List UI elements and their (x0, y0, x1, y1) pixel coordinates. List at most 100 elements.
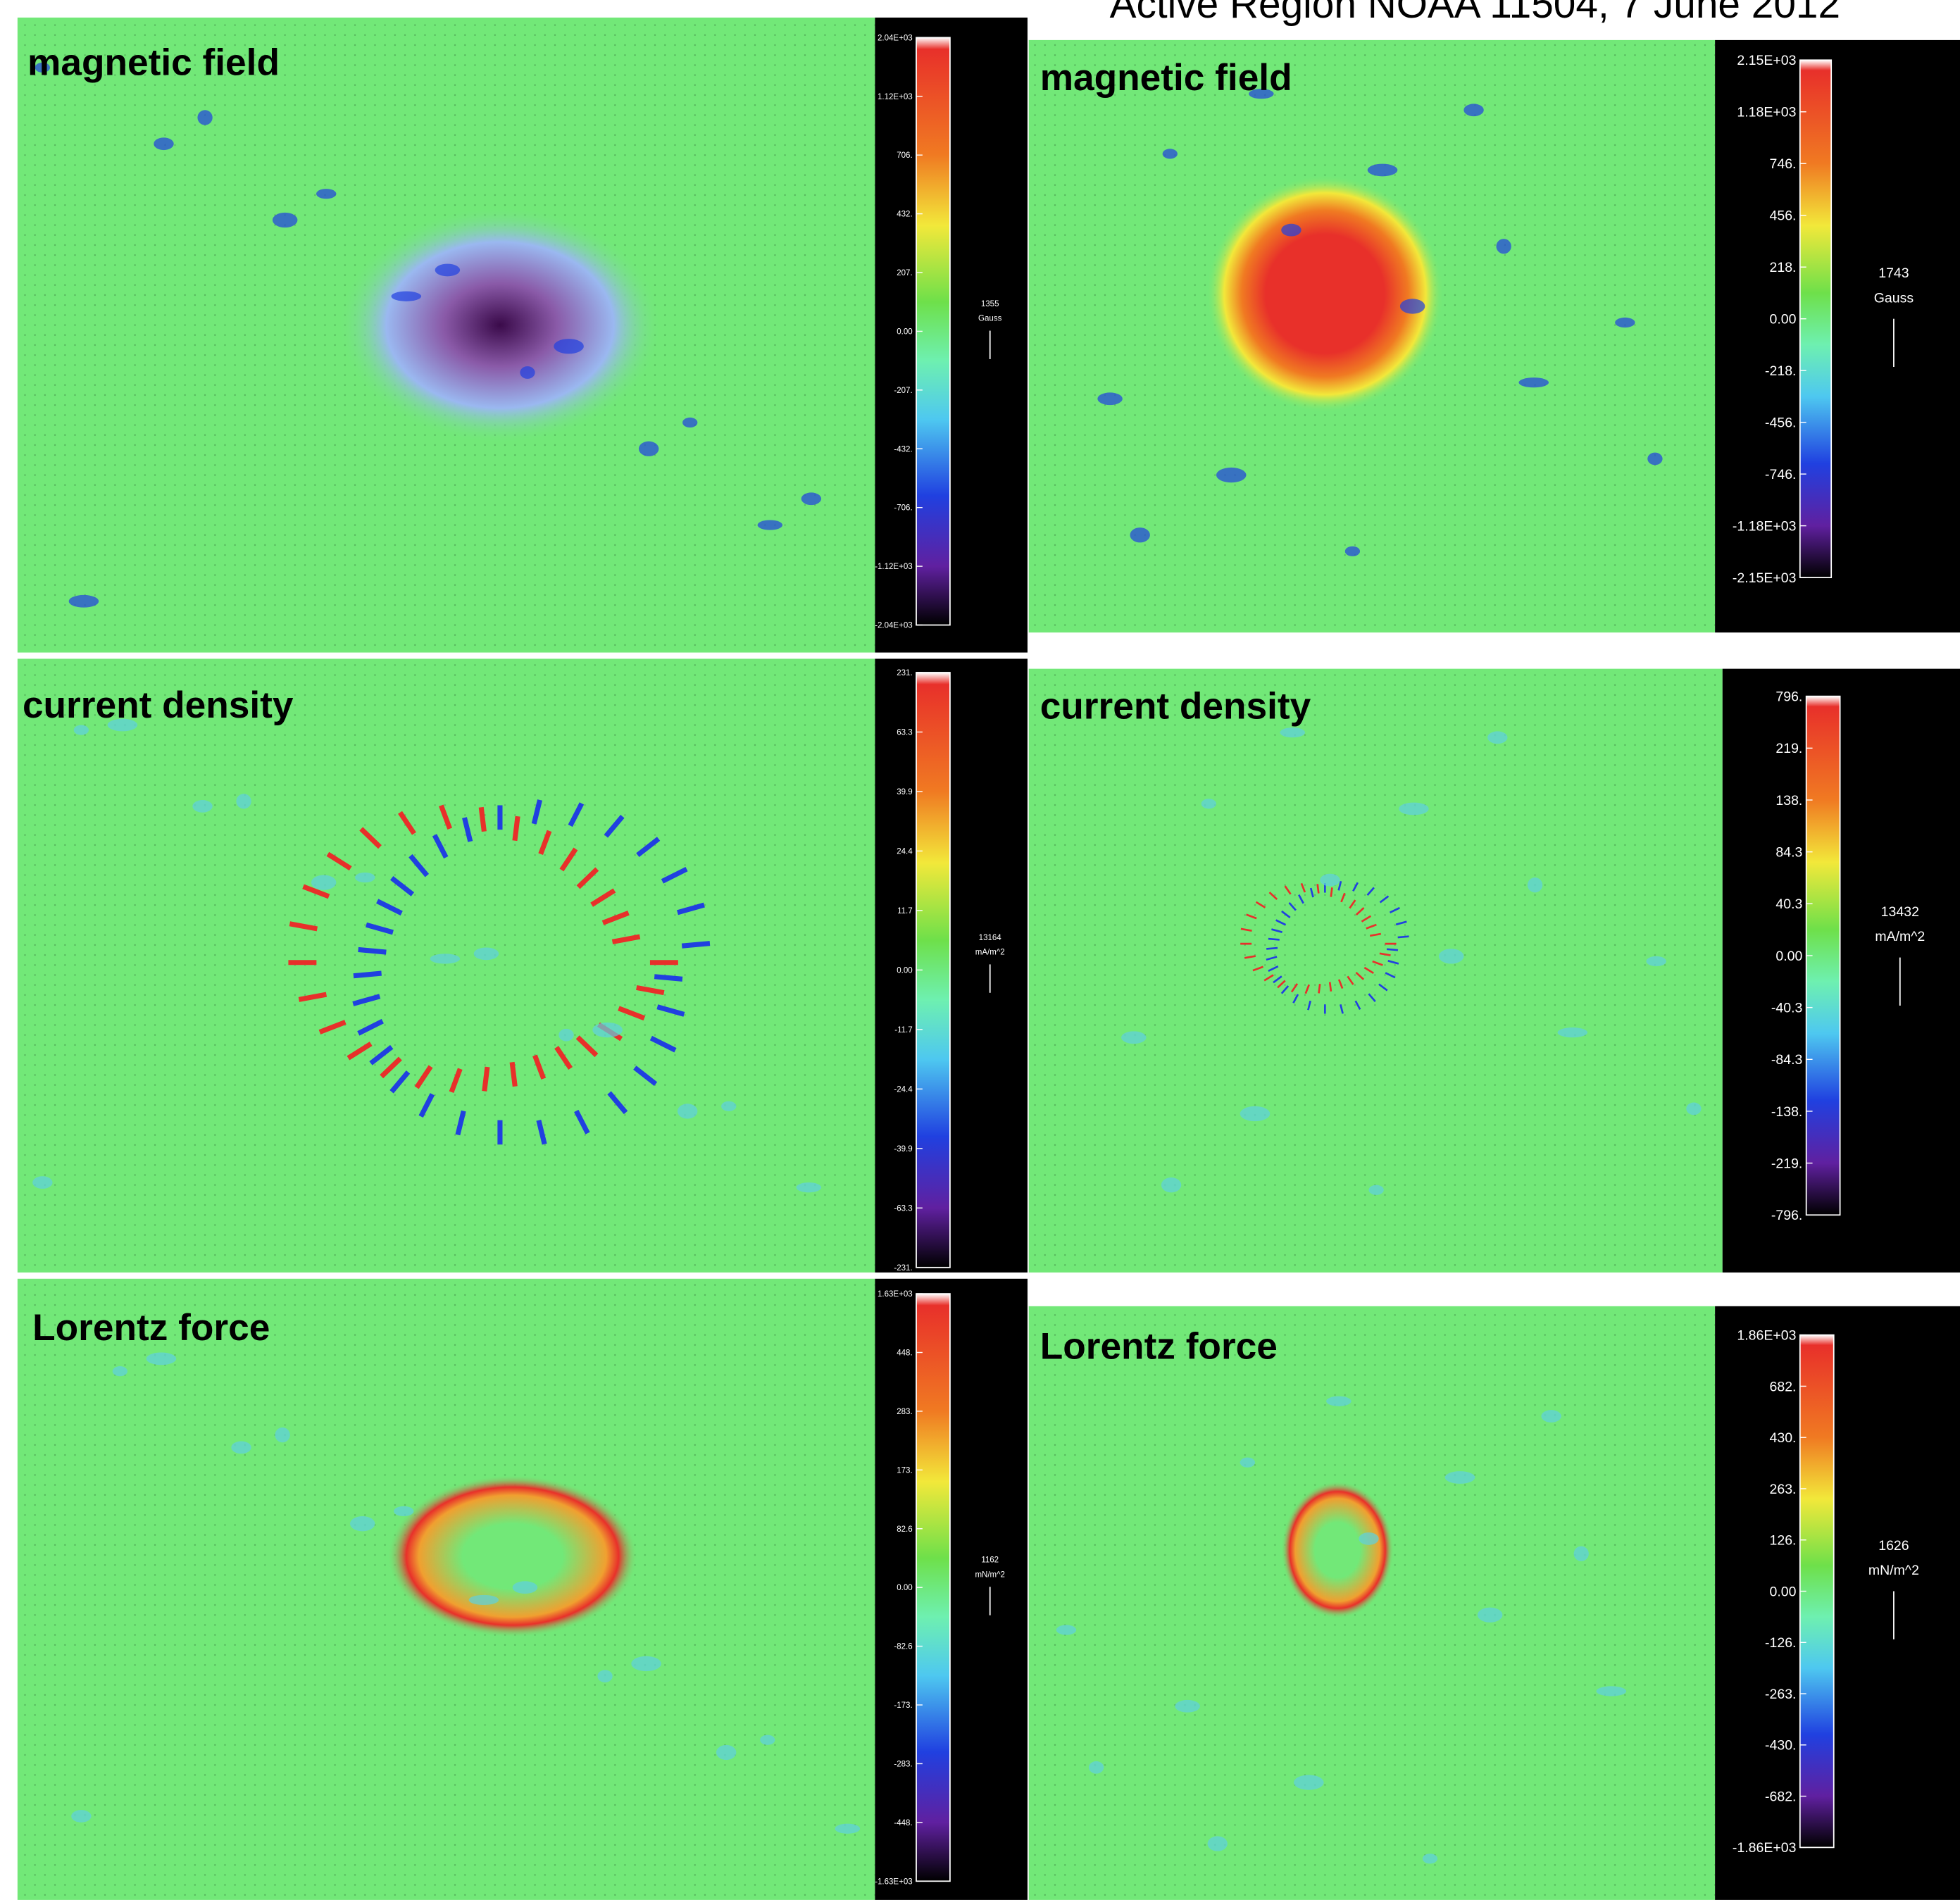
colorbar-tick-label: -126. (1765, 1635, 1796, 1651)
feature (1400, 299, 1425, 313)
feature (558, 1029, 573, 1042)
colorbar-tick-label: -11.7 (894, 1026, 912, 1035)
feature (350, 1516, 375, 1531)
feature (758, 520, 782, 530)
colorbar-tick-label: -24.4 (894, 1085, 913, 1094)
colorbar-tick-label: 1.18E+03 (1737, 105, 1796, 120)
colorbar-tick-label: 448. (897, 1349, 912, 1358)
feature (1686, 1103, 1701, 1115)
colorbar-tick-label: 24.4 (897, 847, 913, 856)
current-streak (485, 1067, 487, 1091)
panels: magnetic field2.04E+031.12E+03706.432.20… (18, 18, 1960, 1900)
vector-grid (1029, 669, 1723, 1273)
feature (1647, 956, 1666, 966)
page: Active Region NOAA 11504, 7 June 2012 ma… (0, 0, 1960, 1900)
feature (74, 725, 89, 735)
colorbar-tick-label: -456. (1765, 415, 1796, 430)
panel: Lorentz force1.86E+03682.430.263.126.0.0… (1029, 1306, 1960, 1900)
feature (1647, 453, 1662, 465)
colorbar-max: 13164 (979, 934, 1002, 942)
feature (1423, 1854, 1437, 1863)
panel-label: Lorentz force (1040, 1325, 1278, 1367)
colorbar-tick-label: 0.00 (1770, 312, 1797, 327)
force-ring (1281, 1481, 1394, 1618)
current-streak (512, 1062, 515, 1086)
feature (554, 339, 584, 354)
feature (392, 292, 422, 301)
current-streak (1266, 948, 1278, 949)
feature (513, 1581, 537, 1594)
figure-title: Active Region NOAA 11504, 7 June 2012 (1110, 0, 1840, 27)
colorbar-tick-label: 231. (897, 669, 912, 677)
colorbar-tick-label: 456. (1770, 208, 1797, 224)
colorbar-tick-label: 207. (897, 269, 912, 277)
feature (1240, 1458, 1255, 1468)
colorbar-tick-label: 746. (1770, 156, 1797, 172)
colorbar-tick-label: -430. (1765, 1738, 1796, 1754)
feature (1161, 1177, 1181, 1192)
feature (1439, 949, 1463, 963)
feature (716, 1745, 736, 1760)
sunspot (1206, 175, 1444, 413)
colorbar-tick-label: 1.12E+03 (878, 93, 913, 101)
colorbar-tick-label: -173. (894, 1701, 912, 1710)
vector-grid (18, 658, 875, 1272)
current-streak (515, 816, 518, 840)
colorbar-tick-label: -263. (1765, 1687, 1796, 1702)
feature (273, 213, 297, 227)
feature (678, 1104, 697, 1118)
feature (592, 1023, 623, 1037)
feature (721, 1101, 736, 1111)
feature (311, 875, 336, 890)
current-streak (1387, 949, 1398, 950)
feature (197, 110, 212, 125)
feature (1208, 1836, 1228, 1851)
feature (1359, 1532, 1378, 1545)
current-streak (354, 973, 382, 976)
feature (1175, 1700, 1199, 1713)
colorbar-tick-label: -207. (894, 387, 912, 395)
panel: current density231.63.339.924.411.70.00-… (18, 658, 1028, 1272)
feature (1201, 799, 1216, 808)
colorbar-tick-label: 40.3 (1775, 896, 1802, 912)
feature (231, 1442, 251, 1454)
feature (1294, 1775, 1324, 1789)
feature (394, 1506, 413, 1516)
current-streak (358, 949, 387, 952)
feature (236, 794, 251, 808)
current-streak (481, 807, 484, 831)
colorbar-tick-label: -138. (1771, 1104, 1802, 1120)
colorbar-tick-label: -2.04E+03 (875, 622, 912, 630)
colorbar-tick-label: 432. (897, 211, 912, 219)
feature (1056, 1625, 1076, 1635)
feature (113, 1366, 127, 1376)
colorbar-max: 1355 (981, 300, 999, 308)
feature (192, 800, 212, 813)
feature (1368, 164, 1398, 177)
colorbar-unit: mA/m^2 (975, 949, 1005, 957)
force-ring (387, 1475, 637, 1637)
feature (69, 595, 99, 608)
colorbar-max: 1743 (1878, 265, 1909, 281)
colorbar-max: 13432 (1881, 904, 1919, 920)
feature (1557, 1027, 1587, 1037)
feature (430, 954, 461, 963)
colorbar-tick-label: -1.86E+03 (1733, 1840, 1797, 1856)
feature (1615, 318, 1635, 327)
current-streak (654, 977, 682, 980)
colorbar-tick-label: 39.9 (897, 788, 912, 796)
colorbar-tick-label: 219. (1775, 741, 1802, 756)
feature (1478, 1608, 1502, 1623)
colorbar-tick-label: -218. (1765, 363, 1796, 379)
colorbar-tick-label: 0.00 (1775, 949, 1802, 964)
colorbar-tick-label: -1.12E+03 (875, 563, 912, 571)
colorbar-tick-label: 218. (1770, 260, 1797, 275)
colorbar-tick-label: -82.6 (894, 1643, 912, 1651)
figure: Active Region NOAA 11504, 7 June 2012 ma… (0, 0, 1960, 1900)
feature (1280, 727, 1304, 737)
feature (1089, 1761, 1104, 1774)
colorbar-tick-label: -283. (894, 1760, 912, 1768)
feature (631, 1656, 661, 1671)
colorbar-tick-label: -706. (894, 504, 912, 513)
